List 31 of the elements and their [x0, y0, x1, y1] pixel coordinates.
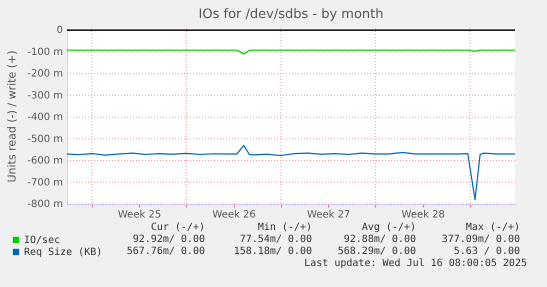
y-tick-label: -600 m [27, 156, 63, 167]
y-tick-label: -500 m [27, 134, 63, 145]
legend-label: Req Size (KB) [24, 247, 102, 258]
text: Cur (-/+) [150, 222, 205, 233]
y-tick-label: -100 m [27, 46, 63, 58]
legend-label: IO/sec [24, 235, 60, 246]
line-series [66, 144, 516, 200]
y-tick-label: -400 m [27, 112, 63, 124]
text: 568.29m/ 0.00 [338, 246, 416, 257]
text: 567.76m/ 0.00 [126, 246, 205, 257]
y-tick-label: -800 m [27, 199, 63, 210]
y-axis-title: Units read (-) / write (+) [6, 50, 18, 183]
x-tick-label: Week 27 [306, 210, 350, 220]
x-tick-label: Week 25 [118, 210, 162, 220]
text: 92.88m/ 0.00 [344, 234, 416, 245]
chart-title: IOs for /dev/sdbs - by month [198, 7, 384, 22]
text: 77.54m/ 0.00 [240, 234, 312, 245]
y-tick-label: 0 [56, 25, 63, 36]
text: 92.92m/ 0.00 [132, 234, 205, 245]
text: Min (-/+) [258, 222, 312, 233]
text: Max (-/+) [466, 222, 520, 233]
text: Last update: Wed Jul 16 08:00:05 2025 [304, 258, 527, 269]
text: 5.63 / 0.00 [454, 246, 520, 257]
text: 158.18m/ 0.00 [234, 246, 312, 257]
x-tick-label: Week 26 [212, 210, 256, 220]
text: 377.09m/ 0.00 [442, 234, 520, 245]
y-tick-label: -200 m [27, 68, 63, 80]
x-tick-label: Week 28 [402, 210, 445, 220]
y-tick-label: -700 m [27, 177, 63, 188]
text: Avg (-/+) [362, 222, 416, 233]
y-tick-label: -300 m [27, 90, 63, 102]
